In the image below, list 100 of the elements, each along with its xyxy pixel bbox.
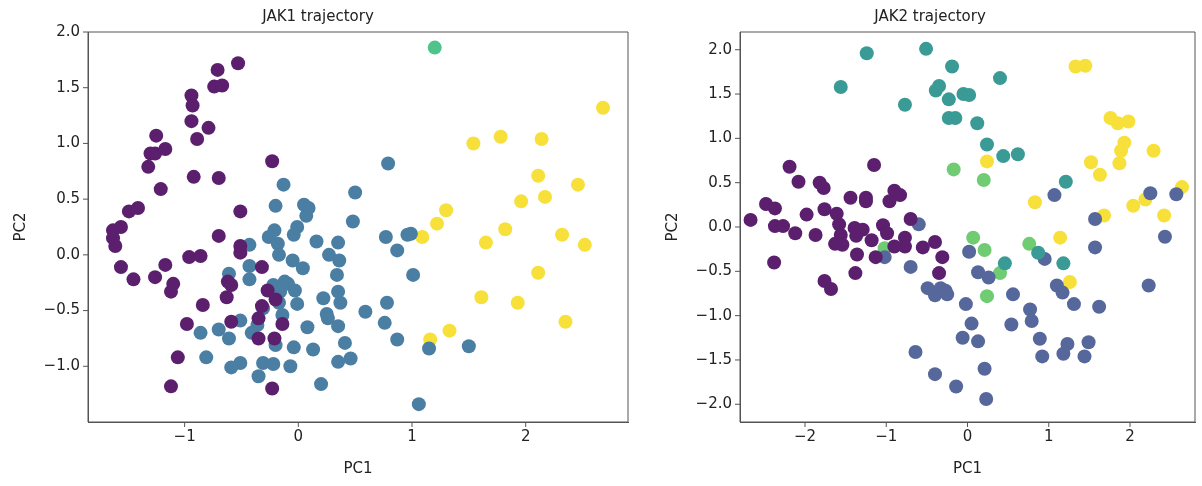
point (1022, 236, 1037, 251)
point (1047, 188, 1062, 203)
point (534, 131, 549, 146)
point (980, 289, 994, 304)
point (903, 259, 918, 274)
point (743, 212, 758, 227)
y-tick-label: 0.0 (708, 216, 732, 235)
point (1143, 186, 1158, 201)
point (843, 190, 858, 205)
x-tick-label: 0 (962, 427, 973, 446)
point (558, 314, 573, 329)
point (1141, 278, 1156, 293)
y-tick-label: −0.5 (695, 261, 732, 280)
y-tick-label: −0.5 (43, 300, 80, 319)
point (1010, 147, 1025, 162)
point (113, 260, 128, 275)
chart-title: JAK2 trajectory (873, 6, 986, 25)
point (966, 230, 981, 245)
point (915, 240, 930, 255)
point (1024, 313, 1039, 328)
point (466, 136, 481, 151)
point (478, 235, 493, 250)
point (1035, 349, 1050, 364)
point (210, 62, 225, 77)
point (184, 114, 199, 129)
point (260, 283, 275, 298)
point (893, 188, 908, 203)
y-tick-label: −1.5 (695, 349, 732, 368)
point (964, 316, 979, 331)
point (224, 314, 239, 329)
point (430, 216, 445, 231)
point (268, 292, 283, 307)
point (1062, 274, 1077, 289)
point (190, 131, 205, 146)
point (1126, 198, 1141, 213)
point (864, 233, 879, 248)
point (153, 182, 168, 197)
point (949, 379, 964, 394)
point (945, 59, 960, 74)
point (1031, 245, 1046, 260)
point (1077, 349, 1092, 364)
x-tick-label: −1 (875, 427, 898, 446)
point (940, 287, 955, 302)
point (498, 222, 513, 237)
point (108, 238, 123, 253)
point (163, 379, 178, 394)
point (791, 174, 806, 189)
point (903, 212, 918, 227)
point (126, 272, 141, 287)
point (1146, 143, 1161, 158)
point (1157, 208, 1172, 223)
point (1058, 174, 1073, 189)
point (997, 256, 1012, 271)
point (1023, 302, 1038, 317)
point (816, 181, 831, 195)
point (850, 247, 864, 262)
point (977, 243, 992, 258)
y-tick-label: 1.5 (708, 83, 732, 102)
point (231, 56, 246, 71)
point (531, 265, 546, 280)
point (233, 204, 248, 219)
point (1088, 240, 1103, 255)
y-tick-label: −1.0 (695, 305, 732, 324)
point (211, 228, 226, 243)
point (493, 129, 508, 144)
point (224, 277, 239, 292)
point (1084, 155, 1098, 170)
y-tick-label: 2.0 (56, 21, 80, 40)
point (1078, 58, 1093, 73)
y-tick-label: 0.5 (56, 189, 80, 208)
point (267, 331, 282, 346)
point (538, 189, 553, 204)
point (867, 157, 882, 172)
point (179, 316, 194, 331)
point (427, 40, 442, 55)
point (897, 239, 912, 254)
point (570, 177, 585, 192)
point (1121, 114, 1136, 129)
point (919, 41, 934, 56)
point (767, 201, 782, 216)
y-tick-label: 2.0 (708, 39, 732, 58)
point (932, 79, 947, 94)
point (170, 350, 185, 365)
y-tick-label: 0.5 (708, 172, 732, 191)
point (265, 154, 280, 169)
x-axis-title: PC1 (952, 458, 983, 477)
point (186, 169, 201, 184)
point (880, 226, 895, 241)
point (1056, 346, 1071, 361)
x-tick-label: 0 (293, 427, 304, 446)
point (1092, 167, 1107, 182)
point (935, 250, 950, 265)
point (185, 98, 200, 113)
point (941, 92, 956, 107)
point (149, 128, 164, 143)
point (996, 149, 1011, 164)
point (897, 97, 912, 112)
point (1081, 335, 1096, 350)
y-axis-title: PC2 (10, 212, 29, 242)
point (980, 154, 994, 169)
